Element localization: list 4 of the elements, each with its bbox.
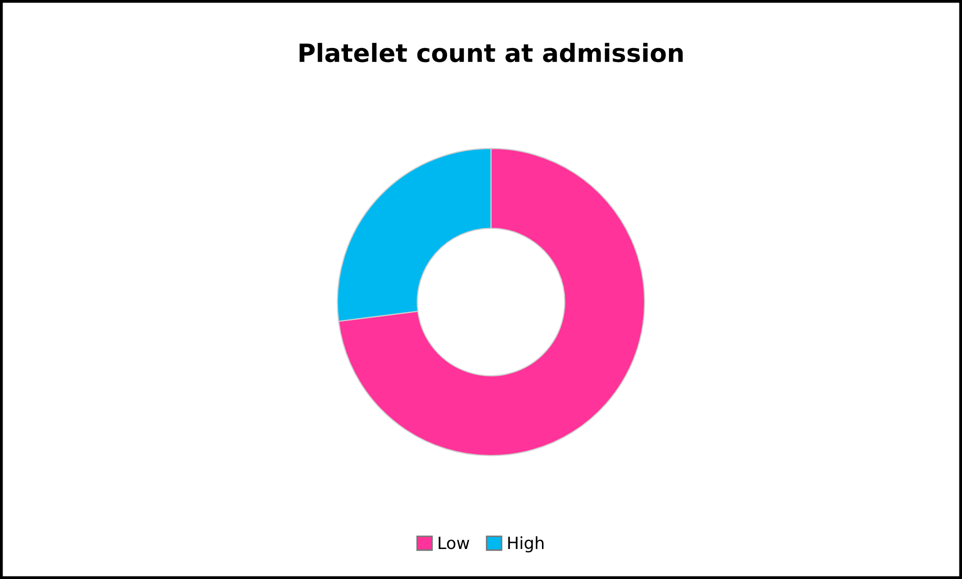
legend-label: Low [438, 536, 470, 550]
chart-title: Platelet count at admission [300, 42, 683, 62]
donut-slice [338, 148, 646, 456]
legend-label: High [508, 536, 544, 552]
